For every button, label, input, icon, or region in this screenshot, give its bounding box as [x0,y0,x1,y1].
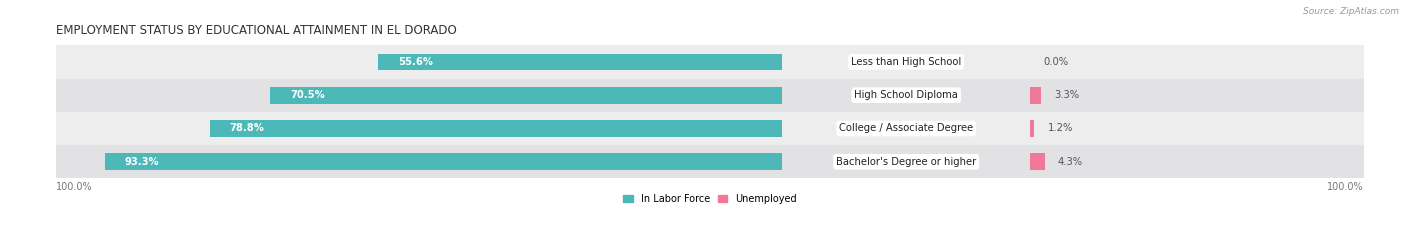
Bar [56,79,1364,112]
Bar [1031,120,1035,137]
Text: 78.8%: 78.8% [229,123,264,134]
Text: 3.3%: 3.3% [1054,90,1080,100]
Bar [56,45,1364,79]
Text: High School Diploma: High School Diploma [855,90,957,100]
Text: College / Associate Degree: College / Associate Degree [839,123,973,134]
Text: 4.3%: 4.3% [1057,157,1083,167]
Text: 55.6%: 55.6% [398,57,433,67]
Bar [1031,87,1042,103]
Bar [56,145,1364,178]
Text: 70.5%: 70.5% [290,90,325,100]
Bar [270,87,782,103]
Text: 1.2%: 1.2% [1047,123,1073,134]
Text: EMPLOYMENT STATUS BY EDUCATIONAL ATTAINMENT IN EL DORADO: EMPLOYMENT STATUS BY EDUCATIONAL ATTAINM… [56,24,457,37]
Text: 0.0%: 0.0% [1043,57,1069,67]
Text: 100.0%: 100.0% [1327,182,1364,192]
Bar [209,120,782,137]
Text: Less than High School: Less than High School [851,57,962,67]
Text: Bachelor's Degree or higher: Bachelor's Degree or higher [837,157,976,167]
Bar [105,154,782,170]
Bar [1031,154,1045,170]
Text: 93.3%: 93.3% [125,157,159,167]
Text: Source: ZipAtlas.com: Source: ZipAtlas.com [1303,7,1399,16]
Legend: In Labor Force, Unemployed: In Labor Force, Unemployed [619,190,801,208]
Bar [378,54,782,70]
Text: 100.0%: 100.0% [56,182,93,192]
Bar [56,112,1364,145]
